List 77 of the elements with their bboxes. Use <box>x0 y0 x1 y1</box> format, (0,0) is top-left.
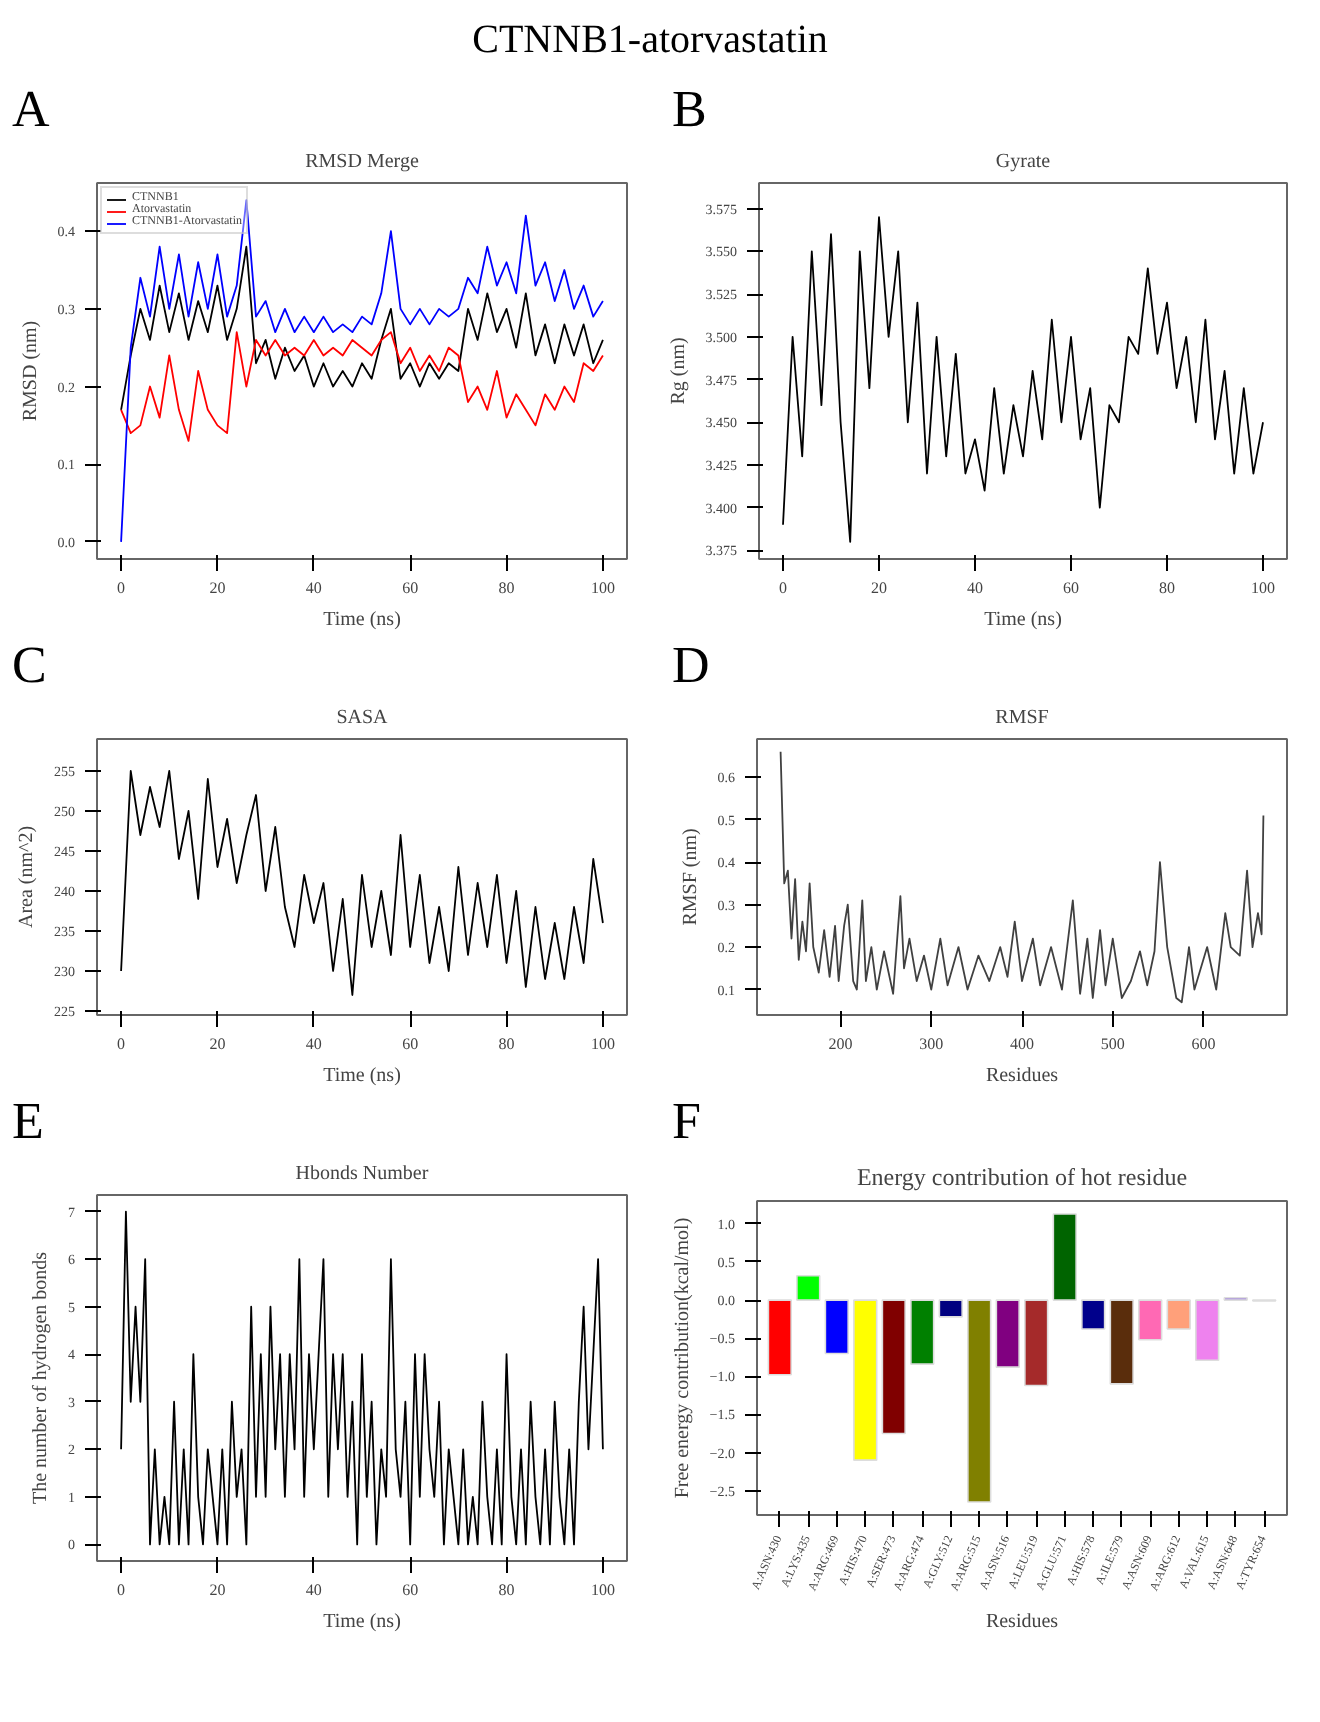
x-tick-label: 600 <box>1191 1035 1216 1053</box>
bar <box>1024 1299 1049 1387</box>
text: B <box>672 80 707 138</box>
y-axis-title: Area (nm^2) <box>16 825 38 929</box>
line-series <box>120 331 604 442</box>
x-tick-label: 40 <box>967 579 983 597</box>
bar <box>967 1299 992 1503</box>
x-tick-label: 0 <box>117 1035 126 1053</box>
line-series <box>779 750 1265 1004</box>
chart-title: Energy contribution of hot residue <box>856 1163 1188 1191</box>
x-axis-title: Time (ns) <box>323 1611 401 1633</box>
chart-title: Gyrate <box>995 151 1052 173</box>
x-tick-label: 400 <box>1010 1035 1034 1053</box>
x-tick-label: 20 <box>209 579 226 597</box>
x-tick-label: 80 <box>1159 579 1175 597</box>
x-tick-label: 40 <box>305 1581 322 1599</box>
line-series <box>782 216 1264 543</box>
x-tick-label: 100 <box>590 1035 615 1053</box>
chart-title: SASA <box>336 707 390 729</box>
x-tick-label: 40 <box>305 1035 322 1053</box>
x-tick-label: 100 <box>590 579 615 597</box>
chart-title: RMSF <box>995 707 1050 729</box>
bar <box>1195 1299 1220 1362</box>
bar <box>1081 1299 1106 1330</box>
y-axis-title: RMSF (nm) <box>679 828 702 926</box>
bar <box>910 1299 935 1365</box>
x-axis-title: Time (ns) <box>984 609 1062 631</box>
bar <box>767 1299 792 1376</box>
bar <box>1109 1299 1134 1385</box>
x-tick-label: 100 <box>1251 579 1275 597</box>
bar <box>853 1299 878 1461</box>
x-tick-label: 200 <box>828 1035 853 1053</box>
x-tick-label: 80 <box>498 579 515 597</box>
x-tick-label: 0 <box>779 579 787 597</box>
x-tick-label: 20 <box>871 579 887 597</box>
x-tick-label: 100 <box>590 1581 615 1599</box>
x-tick-label: 60 <box>402 579 419 597</box>
x-axis-title: Residues <box>985 1611 1059 1634</box>
x-tick-label: 80 <box>498 1581 515 1599</box>
x-tick-label: 20 <box>209 1035 226 1053</box>
line-series <box>120 1210 604 1546</box>
y-axis-title: Free energy contribution(kcal/mol) <box>671 1217 694 1499</box>
x-tick-label: 60 <box>402 1035 419 1053</box>
text: CTNNB1-atorvastatin <box>472 16 828 66</box>
bar <box>1052 1213 1077 1301</box>
bar <box>1138 1299 1163 1341</box>
y-axis-title: The number of hydrogen bonds <box>30 1251 52 1505</box>
x-tick-label: 500 <box>1100 1035 1125 1053</box>
y-axis-title: Rg (nm) <box>667 337 690 405</box>
bar <box>1166 1299 1191 1330</box>
x-axis-title: Residues <box>985 1065 1059 1087</box>
text: E <box>12 1092 44 1150</box>
x-axis-title: Time (ns) <box>323 609 401 631</box>
bar <box>824 1299 849 1355</box>
text: F <box>672 1092 701 1150</box>
x-tick-label: 20 <box>209 1581 226 1599</box>
text: A <box>12 80 50 138</box>
x-tick-label: 0 <box>117 579 126 597</box>
bar <box>881 1299 906 1435</box>
line-series <box>120 199 604 543</box>
text: C <box>12 636 47 694</box>
bar <box>938 1299 963 1318</box>
line-series <box>120 245 604 411</box>
x-tick-label: 0 <box>117 1581 126 1599</box>
bar <box>995 1299 1020 1368</box>
y-axis-title: RMSD (nm) <box>19 320 42 422</box>
text: D <box>672 636 710 694</box>
x-tick-label: 60 <box>1063 579 1079 597</box>
chart-title: Hbonds Number <box>295 1163 430 1185</box>
x-tick-label: 60 <box>402 1581 419 1599</box>
bar <box>796 1274 821 1301</box>
x-tick-label: 80 <box>498 1035 515 1053</box>
chart-title: RMSD Merge <box>305 151 420 173</box>
x-tick-label: 40 <box>305 579 322 597</box>
x-tick-label: 300 <box>919 1035 944 1053</box>
x-axis-title: Time (ns) <box>323 1065 401 1087</box>
line-series <box>120 770 604 996</box>
